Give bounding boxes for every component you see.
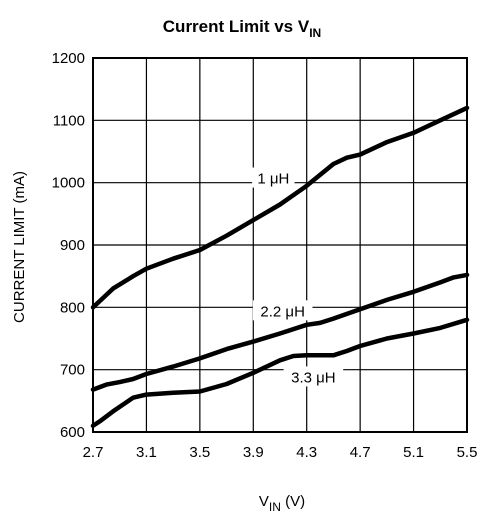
chart-title-main: Current Limit vs V	[163, 17, 310, 36]
series-label-background	[283, 366, 344, 387]
x-axis-label: VIN (V)	[259, 493, 305, 514]
x-tick-label: 4.7	[350, 444, 371, 461]
y-axis-label: CURRENT LIMIT (mA)	[11, 171, 28, 323]
y-tick-label: 800	[60, 299, 85, 316]
plot-frame	[92, 57, 468, 433]
x-axis-label-unit: (V)	[281, 493, 305, 510]
x-tick-label: 3.1	[136, 444, 157, 461]
y-tick-label: 600	[60, 424, 85, 441]
series-line	[90, 317, 470, 429]
y-tick-label: 700	[60, 362, 85, 379]
series-label: 1 μH	[257, 171, 289, 188]
series-label: 2.2 μH	[260, 303, 305, 320]
chart-title: Current Limit vs VIN	[163, 17, 321, 40]
y-tick-label: 900	[60, 237, 85, 254]
series-labels: 1 μH 2.2 μH 3.3 μH	[252, 167, 344, 387]
x-tick-label: 2.7	[83, 444, 104, 461]
series-label: 3.3 μH	[291, 369, 336, 386]
series-line	[90, 105, 470, 310]
y-tick-labels: 600 700 800 900 1000 1100 1200	[52, 50, 85, 441]
y-tick-label: 1200	[52, 50, 85, 67]
x-tick-label: 3.9	[243, 444, 264, 461]
y-tick-label: 1100	[53, 112, 85, 129]
x-tick-labels: 2.7 3.1 3.5 3.9 4.3 4.7 5.1 5.5	[83, 444, 478, 461]
x-axis-label-sub: IN	[269, 500, 281, 514]
chart-title-sub: IN	[309, 26, 321, 40]
series-layer	[90, 105, 470, 429]
grid-lines	[92, 57, 468, 433]
x-tick-label: 4.3	[296, 444, 317, 461]
x-tick-label: 5.5	[457, 444, 478, 461]
x-axis-label-main: V	[259, 493, 269, 510]
series-label-background	[252, 300, 313, 321]
series-label-background	[252, 167, 295, 188]
x-tick-label: 5.1	[403, 444, 424, 461]
y-tick-label: 1000	[52, 175, 85, 192]
x-tick-label: 3.5	[189, 444, 210, 461]
series-line	[90, 272, 470, 392]
